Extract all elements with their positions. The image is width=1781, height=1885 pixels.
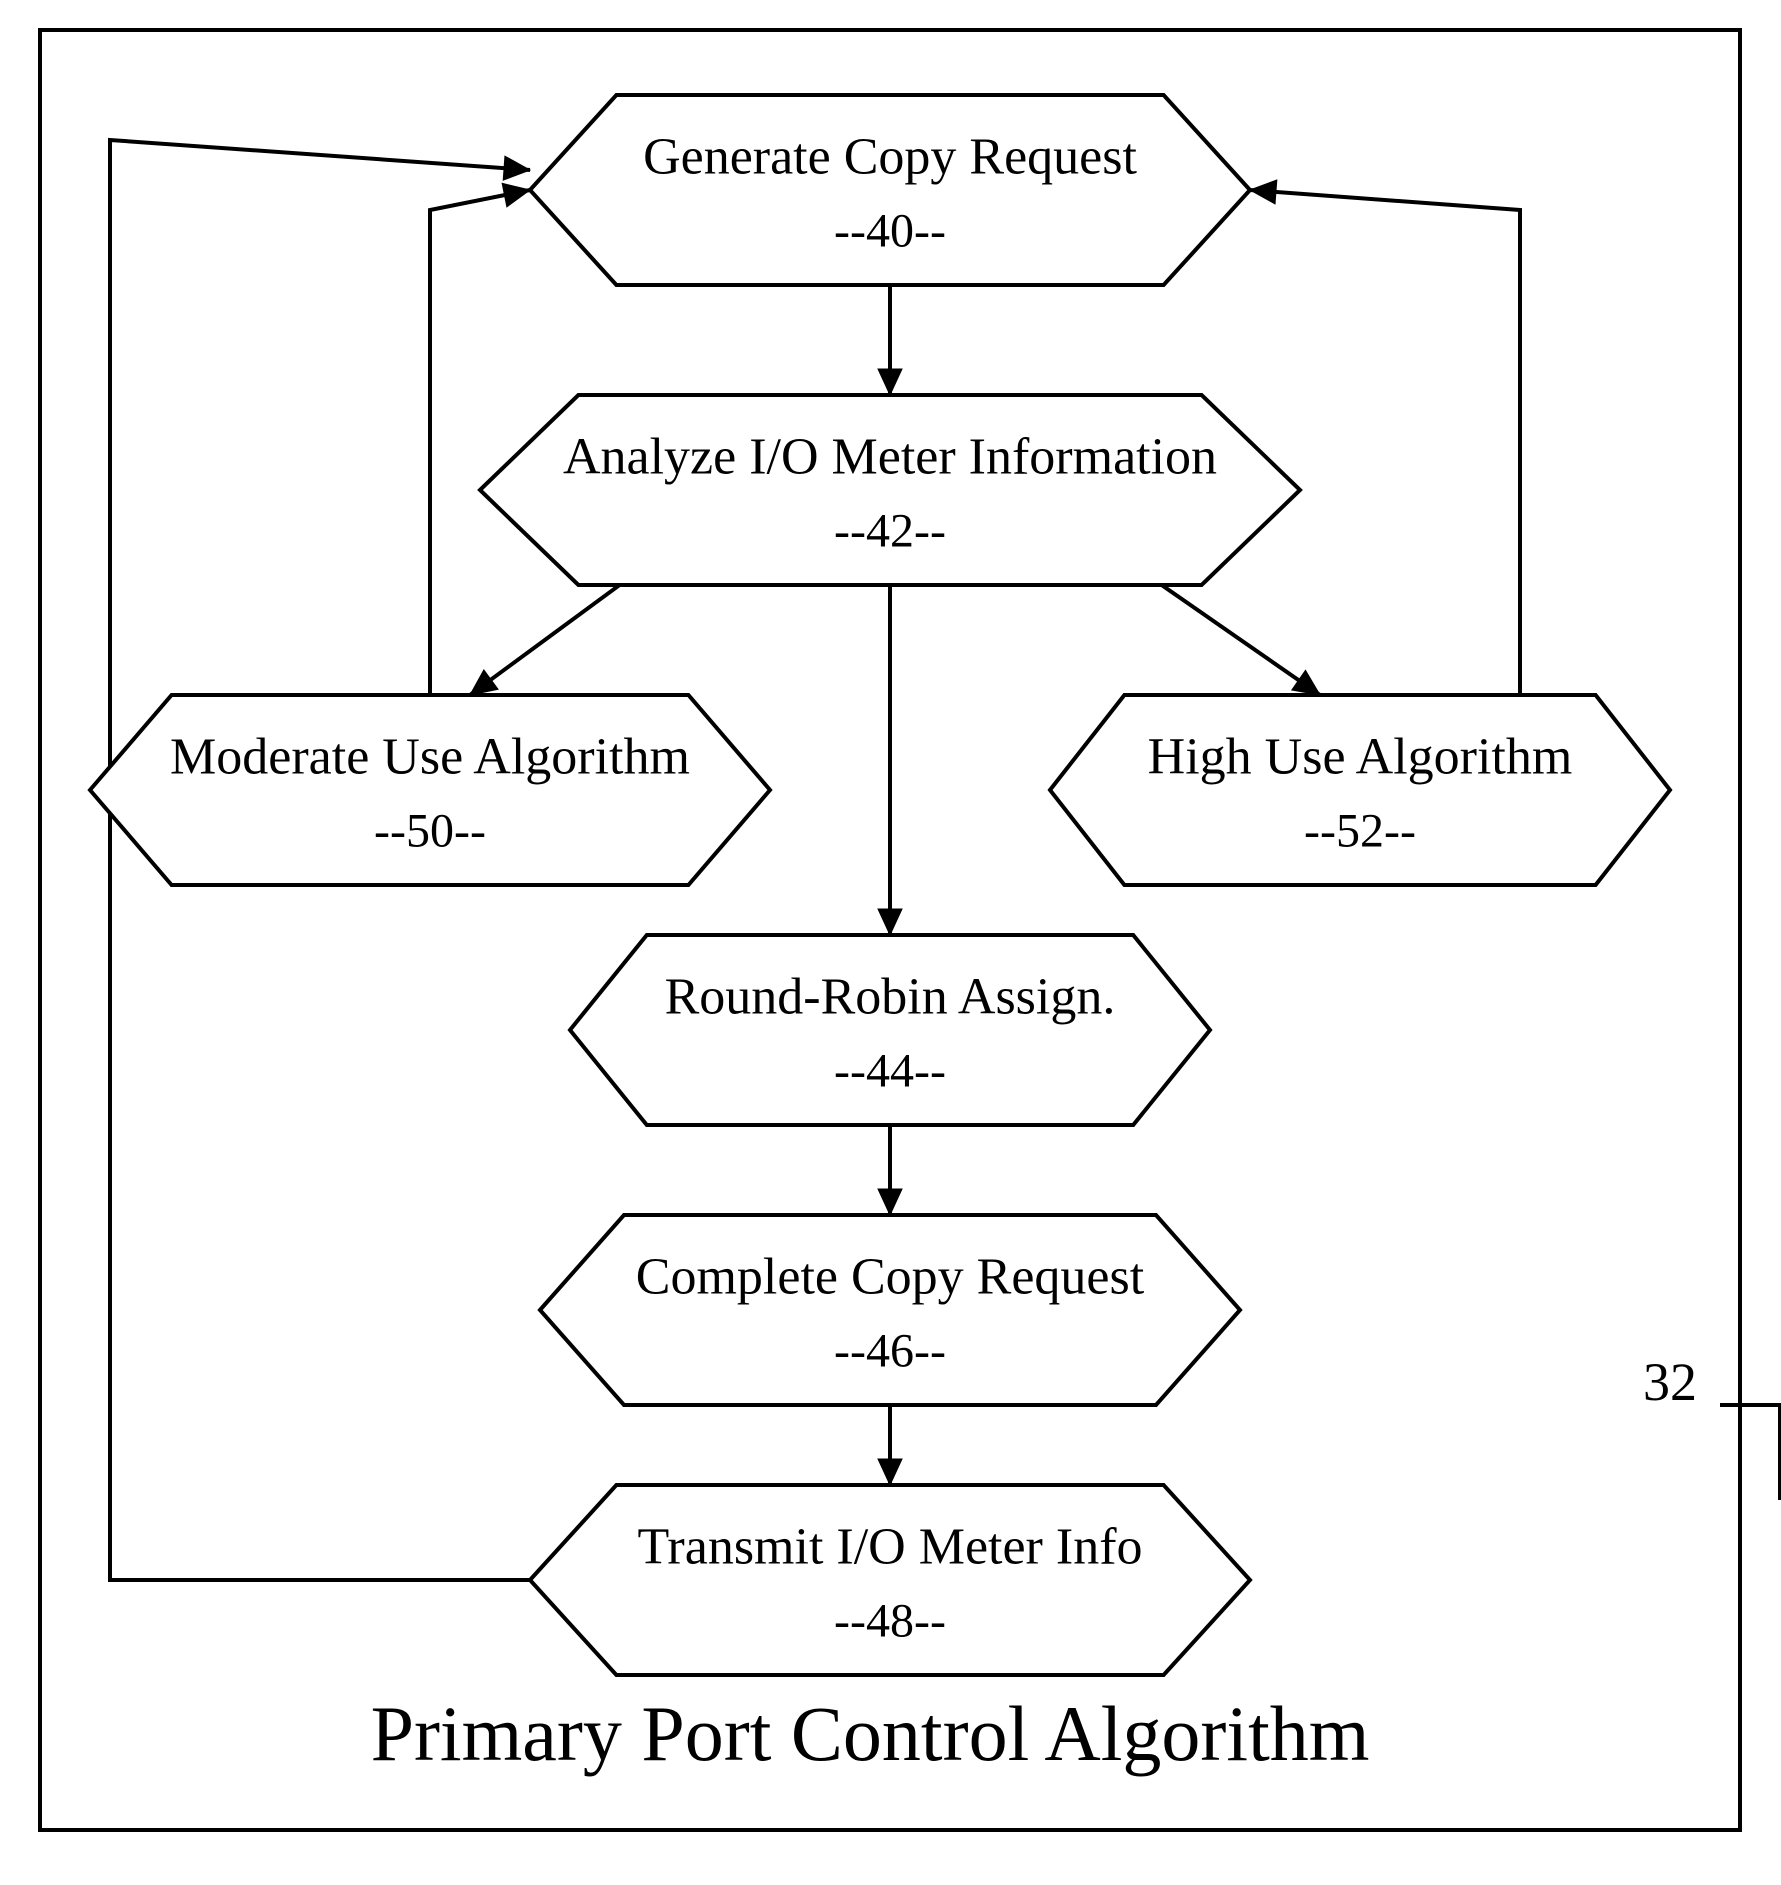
flowchart-svg: Generate Copy Request --40-- Analyze I/O M… [0, 0, 1781, 1885]
edge-e42-52 [1140, 570, 1320, 695]
node-n50: Moderate Use Algorithm --50-- [90, 695, 770, 885]
node-label-line2: --42-- [834, 505, 946, 558]
edge-e50-40 [430, 190, 530, 695]
node-label-line2: --44-- [834, 1045, 946, 1098]
reference-leader [1720, 1405, 1780, 1500]
node-n52: High Use Algorithm --52-- [1050, 695, 1670, 885]
edge-e52-40 [1250, 190, 1520, 695]
node-label-line1: Analyze I/O Meter Information [563, 428, 1217, 485]
node-n40: Generate Copy Request --40-- [530, 95, 1250, 285]
node-label-line2: --40-- [834, 205, 946, 258]
node-label-line1: Moderate Use Algorithm [170, 728, 690, 785]
reference-label: 32 [1643, 1352, 1697, 1412]
node-n46: Complete Copy Request --46-- [540, 1215, 1240, 1405]
node-label-line1: Round-Robin Assign. [665, 968, 1116, 1025]
diagram-title: Primary Port Control Algorithm [371, 1690, 1370, 1777]
node-label-line2: --50-- [374, 805, 486, 858]
node-n48: Transmit I/O Meter Info --48-- [530, 1485, 1250, 1675]
node-label-line2: --46-- [834, 1325, 946, 1378]
edge-e42-50 [470, 570, 640, 695]
node-label-line1: Generate Copy Request [643, 128, 1137, 185]
node-label-line1: Complete Copy Request [636, 1248, 1145, 1305]
node-n44: Round-Robin Assign. --44-- [570, 935, 1210, 1125]
node-label-line2: --48-- [834, 1595, 946, 1648]
flowchart-container: Generate Copy Request --40-- Analyze I/O M… [0, 0, 1781, 1885]
node-label-line2: --52-- [1304, 805, 1416, 858]
node-label-line1: Transmit I/O Meter Info [637, 1518, 1142, 1575]
node-label-line1: High Use Algorithm [1148, 728, 1573, 785]
node-n42: Analyze I/O Meter Information --42-- [480, 395, 1300, 585]
